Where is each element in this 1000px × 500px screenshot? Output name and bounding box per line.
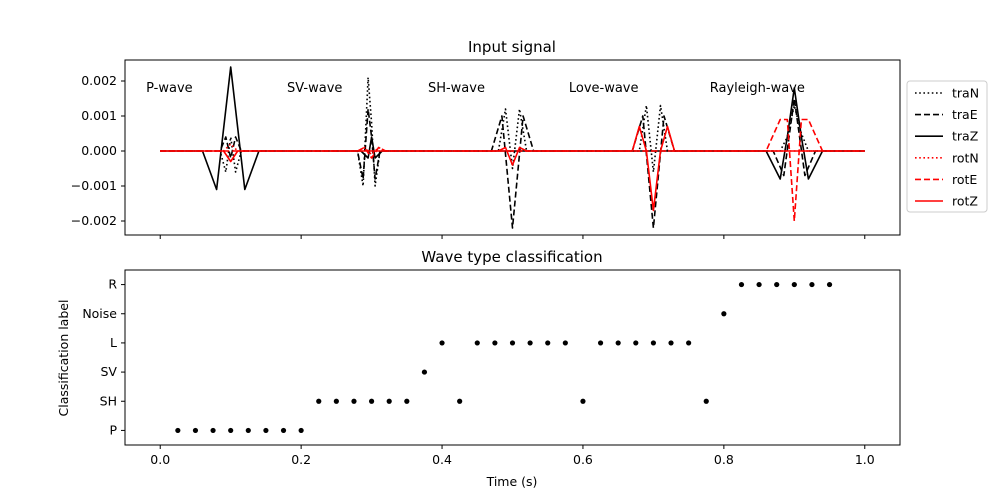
classification-point [175, 427, 181, 434]
category-tick-label: SV [101, 364, 118, 379]
legend-label-rotZ: rotZ [952, 194, 978, 209]
category-tick-label: Noise [82, 306, 117, 321]
legend-label-rotE: rotE [952, 172, 977, 187]
x-tick-label: 1.0 [855, 452, 875, 467]
trace-traZ [160, 66, 865, 191]
category-tick-label: R [108, 277, 117, 292]
classification-point [580, 398, 586, 404]
classification-point [562, 340, 568, 346]
classification-point [721, 311, 727, 317]
x-tick-label: 0.8 [714, 452, 734, 467]
y-tick-label: 0.001 [81, 108, 117, 123]
classification-point [791, 281, 797, 288]
classification-point [809, 281, 815, 288]
legend-items: traN traE traZ rotN rotE rotZ [915, 86, 979, 209]
classification-point [774, 281, 780, 288]
classification-point [597, 340, 604, 346]
classification-point [316, 398, 322, 404]
y-tick-label: −0.001 [71, 178, 117, 193]
classification-point [545, 340, 551, 346]
trace-rotZ [160, 125, 865, 212]
classification-point [474, 340, 480, 346]
x-tick-label: 0.0 [150, 452, 170, 467]
legend-label-rotN: rotN [952, 150, 979, 165]
classification-point [386, 398, 392, 404]
input-signal-title: Input signal [468, 38, 556, 56]
x-tick-label: 0.4 [432, 452, 452, 467]
classification-point [439, 340, 445, 346]
legend-box [906, 80, 988, 213]
y-tick-label: 0.000 [81, 143, 117, 158]
classification-point [826, 281, 833, 288]
classification-point [298, 427, 304, 434]
classification-point [457, 398, 463, 404]
trace-rotE [160, 118, 865, 222]
classification-point [192, 427, 199, 434]
classification-point [633, 340, 639, 346]
legend-label-traE: traE [952, 107, 978, 122]
classification-point [351, 398, 357, 404]
wave-label: SV-wave [287, 81, 342, 96]
legend-label-traN: traN [952, 86, 979, 101]
x-tick-label: 0.6 [573, 452, 593, 467]
y-axis-label: Classification label [56, 300, 71, 417]
category-tick-label: L [110, 335, 117, 350]
classification-point [738, 281, 745, 288]
input-signal-y-ticks: −0.002 −0.001 0.000 0.001 0.002 [71, 73, 125, 228]
classification-point [280, 427, 287, 434]
classification-points [175, 281, 833, 434]
legend: traN traE traZ rotN rotE rotZ [906, 80, 988, 213]
classification-axes-frame [124, 269, 901, 446]
x-axis-label: Time (s) [486, 474, 538, 489]
classification-point [368, 398, 375, 404]
classification-point [703, 398, 709, 404]
input-signal-axes-frame [124, 59, 901, 236]
x-tick-label: 0.2 [291, 452, 311, 467]
classification-title: Wave type classification [421, 248, 602, 266]
classification-point [756, 281, 762, 288]
classification-point [228, 427, 234, 434]
classification-point [527, 340, 533, 346]
y-tick-label: 0.002 [81, 73, 117, 88]
wave-label: P-wave [146, 81, 193, 96]
classification-point [650, 340, 657, 346]
wave-label: Rayleigh-wave [710, 81, 805, 96]
category-tick-label: SH [100, 393, 117, 408]
classification-plot: Wave type classification P SH SV L Noise R 0.… [56, 248, 901, 489]
y-tick-label: −0.002 [71, 213, 117, 228]
legend-label-traZ: traZ [952, 129, 978, 144]
category-tick-label: P [109, 422, 117, 437]
classification-point [404, 398, 410, 404]
classification-y-ticks: P SH SV L Noise R [82, 277, 125, 437]
input-signal-x-ticks [159, 235, 866, 239]
wave-annotations: P-wave SV-wave SH-wave Love-wave Rayleigh-wa… [146, 81, 805, 96]
classification-point [668, 340, 674, 346]
wave-label: Love-wave [569, 81, 639, 96]
classification-point [686, 340, 692, 346]
classification-point [263, 427, 269, 434]
input-signal-plot: Input signal P-wave SV-wave SH-wave Love-wa… [71, 38, 901, 239]
classification-point [509, 340, 516, 346]
wave-label: SH-wave [428, 81, 485, 96]
classification-point [210, 427, 216, 434]
classification-point [421, 369, 428, 375]
classification-point [245, 427, 251, 434]
classification-point [333, 398, 339, 404]
input-signal-traces [160, 66, 865, 229]
classification-point [615, 340, 621, 346]
classification-x-ticks: 0.0 0.2 0.4 0.6 0.8 1.0 [150, 445, 875, 467]
classification-point [492, 340, 498, 346]
